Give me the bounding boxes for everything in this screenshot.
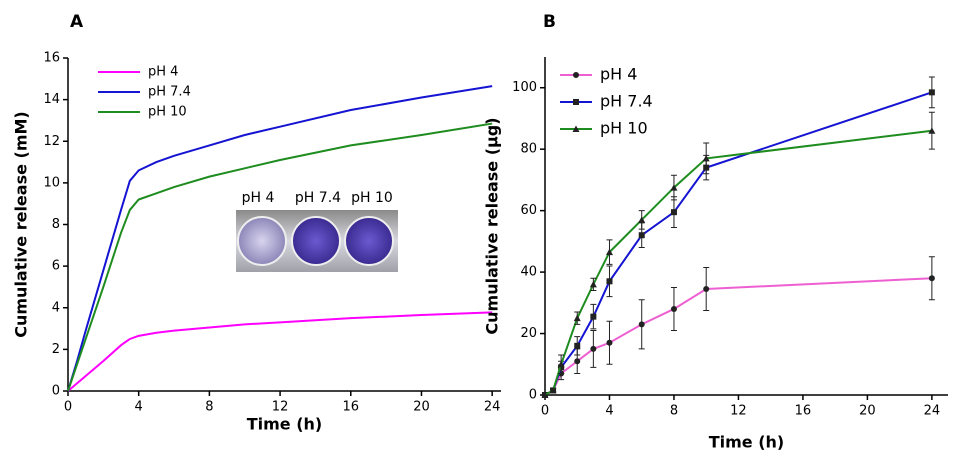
panel-label: A bbox=[70, 12, 84, 32]
inset-well bbox=[344, 216, 394, 266]
y-tick-label: 0 bbox=[52, 384, 60, 399]
marker bbox=[574, 358, 581, 365]
x-tick-label: 24 bbox=[484, 400, 501, 415]
x-tick-label: 0 bbox=[64, 400, 72, 415]
series-line bbox=[67, 122, 493, 392]
x-axis-title: Time (h) bbox=[709, 433, 785, 452]
x-tick-label: 12 bbox=[730, 404, 747, 419]
marker bbox=[573, 314, 581, 322]
series-line bbox=[544, 277, 932, 396]
inset-label: pH 7.4 bbox=[295, 190, 341, 206]
marker bbox=[703, 285, 710, 292]
marker bbox=[557, 360, 565, 368]
marker bbox=[549, 386, 557, 394]
x-tick-label: 24 bbox=[924, 404, 941, 419]
y-tick-label: 6 bbox=[52, 259, 60, 274]
series-line bbox=[544, 129, 933, 396]
y-tick-label: 16 bbox=[43, 51, 60, 66]
marker bbox=[590, 313, 597, 320]
marker bbox=[574, 342, 581, 349]
legend-label: pH 10 bbox=[600, 119, 648, 138]
y-tick-label: 14 bbox=[43, 92, 60, 107]
y-axis-title: Cumulative release (mM) bbox=[12, 111, 31, 338]
inset-well bbox=[237, 216, 287, 266]
legend-label: pH 4 bbox=[600, 65, 637, 84]
marker bbox=[670, 209, 677, 216]
marker bbox=[590, 345, 597, 352]
x-tick-label: 16 bbox=[343, 400, 360, 415]
y-tick-label: 40 bbox=[520, 265, 537, 280]
marker bbox=[638, 216, 646, 223]
legend-label: pH 4 bbox=[148, 65, 178, 80]
y-tick-label: 0 bbox=[529, 388, 537, 403]
marker bbox=[605, 248, 613, 256]
marker bbox=[589, 280, 597, 288]
legend-label: pH 7.4 bbox=[600, 92, 653, 111]
x-axis-title: Time (h) bbox=[247, 415, 323, 434]
x-tick-label: 0 bbox=[541, 404, 549, 419]
legend-label: pH 10 bbox=[148, 105, 187, 120]
inset-label: pH 10 bbox=[351, 190, 393, 206]
marker bbox=[541, 391, 549, 398]
x-tick-label: 20 bbox=[859, 404, 876, 419]
marker bbox=[670, 184, 678, 191]
y-tick-label: 20 bbox=[520, 326, 537, 341]
x-tick-label: 20 bbox=[413, 400, 430, 415]
marker bbox=[928, 89, 935, 96]
y-tick-label: 4 bbox=[52, 300, 60, 315]
y-tick-label: 60 bbox=[520, 203, 537, 218]
inset-well bbox=[291, 216, 341, 266]
x-tick-label: 4 bbox=[135, 400, 143, 415]
panel-label: B bbox=[543, 12, 556, 32]
marker bbox=[572, 125, 580, 132]
marker bbox=[928, 275, 935, 282]
series-line bbox=[67, 85, 493, 392]
marker bbox=[606, 278, 613, 285]
marker bbox=[928, 127, 936, 134]
y-tick-label: 8 bbox=[52, 217, 60, 232]
y-tick-label: 100 bbox=[512, 80, 537, 95]
series-line bbox=[67, 311, 493, 392]
inset-label: pH 4 bbox=[242, 190, 275, 206]
marker bbox=[638, 232, 645, 239]
marker bbox=[573, 99, 579, 105]
marker bbox=[638, 321, 645, 328]
x-tick-label: 16 bbox=[795, 404, 812, 419]
x-tick-label: 8 bbox=[670, 404, 678, 419]
x-tick-label: 4 bbox=[605, 404, 613, 419]
marker bbox=[702, 154, 710, 162]
y-tick-label: 80 bbox=[520, 142, 537, 157]
y-tick-label: 2 bbox=[52, 342, 60, 357]
y-tick-label: 10 bbox=[43, 175, 60, 190]
marker bbox=[573, 72, 579, 78]
x-tick-label: 12 bbox=[272, 400, 289, 415]
y-axis-title: Cumulative release (μg) bbox=[483, 117, 502, 334]
marker bbox=[606, 339, 613, 346]
marker bbox=[670, 305, 677, 312]
y-tick-label: 12 bbox=[43, 134, 60, 149]
x-tick-label: 8 bbox=[205, 400, 213, 415]
legend-label: pH 7.4 bbox=[148, 85, 191, 100]
